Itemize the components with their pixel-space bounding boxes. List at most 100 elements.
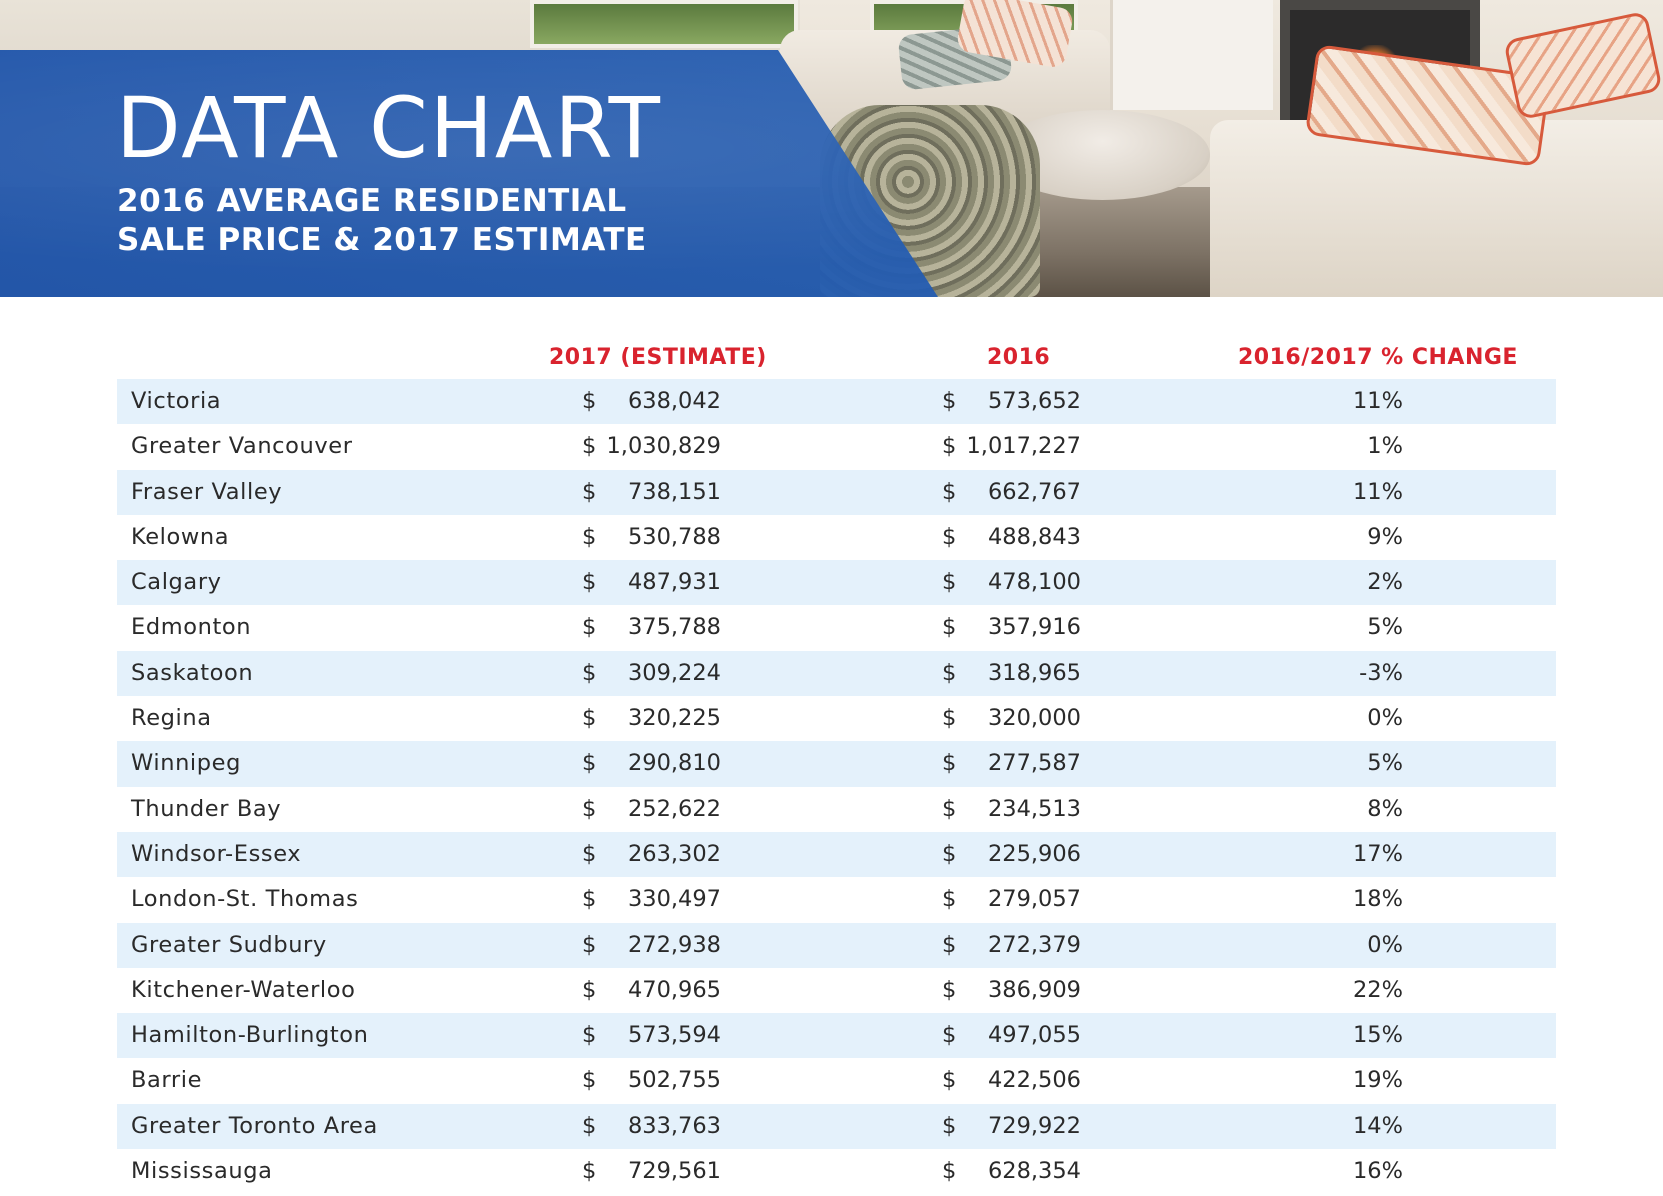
dollar-sign-2017: $ xyxy=(582,614,597,641)
value-2016: 386,909 xyxy=(987,976,1081,1003)
dollar-sign-2016: $ xyxy=(942,976,957,1003)
page-title: DATA CHART xyxy=(116,79,662,177)
value-2017-estimate: 470,965 xyxy=(627,976,721,1003)
dollar-sign-2017: $ xyxy=(582,523,597,550)
dollar-sign-2017: $ xyxy=(582,569,597,596)
city-cell: Victoria xyxy=(131,388,222,414)
percent-change: 0% xyxy=(1367,931,1403,958)
table-row: Mississauga $729,561 $628,354 16% xyxy=(117,1149,1556,1194)
value-2016: 277,587 xyxy=(987,750,1081,777)
dollar-sign-2017: $ xyxy=(582,1067,597,1094)
city-cell: Winnipeg xyxy=(131,750,241,777)
header-banner: DATA CHART 2016 AVERAGE RESIDENTIAL SALE… xyxy=(0,0,1663,297)
dollar-sign-2017: $ xyxy=(582,750,597,777)
value-2017-estimate: 263,302 xyxy=(627,840,721,867)
percent-change: 15% xyxy=(1352,1022,1403,1049)
city-cell: Calgary xyxy=(131,569,222,596)
table-row: Windsor-Essex $263,302 $225,906 17% xyxy=(117,831,1556,878)
table-body: Victoria $638,042 $573,652 11% Greater Vanco… xyxy=(117,379,1556,1194)
page-subtitle: 2016 AVERAGE RESIDENTIAL SALE PRICE & 20… xyxy=(117,182,647,260)
value-2017-estimate: 833,763 xyxy=(627,1112,721,1139)
dollar-sign-2016: $ xyxy=(942,659,957,686)
value-2016: 279,057 xyxy=(987,886,1081,913)
value-2016: 662,767 xyxy=(987,478,1081,505)
value-2016: 225,906 xyxy=(987,840,1081,867)
value-2017-estimate: 272,938 xyxy=(627,931,721,958)
dollar-sign-2016: $ xyxy=(942,478,957,505)
table-row: Kelowna $530,788 $488,843 9% xyxy=(117,515,1556,560)
price-table: 2017 (ESTIMATE) 2016 2016/2017 % CHANGE … xyxy=(117,336,1556,1194)
table-row: Barrie $502,755 $422,506 19% xyxy=(117,1058,1556,1103)
dollar-sign-2016: $ xyxy=(942,931,957,958)
table-row: Victoria $638,042 $573,652 11% xyxy=(117,379,1556,425)
dollar-sign-2016: $ xyxy=(942,1022,957,1049)
dollar-sign-2016: $ xyxy=(942,388,957,414)
dollar-sign-2017: $ xyxy=(582,659,597,686)
subtitle-line-1: 2016 AVERAGE RESIDENTIAL xyxy=(117,183,627,219)
value-2017-estimate: 502,755 xyxy=(627,1067,721,1094)
table-row: Greater Sudbury $272,938 $272,379 0% xyxy=(117,922,1556,968)
dollar-sign-2016: $ xyxy=(942,795,957,822)
table-row: Fraser Valley $738,151 $662,767 11% xyxy=(117,469,1556,515)
value-2016: 478,100 xyxy=(987,569,1081,596)
table-header: 2017 (ESTIMATE) 2016 2016/2017 % CHANGE xyxy=(117,336,1556,379)
dollar-sign-2017: $ xyxy=(582,931,597,958)
value-2016: 729,922 xyxy=(987,1112,1081,1139)
dollar-sign-2016: $ xyxy=(942,523,957,550)
value-2017-estimate: 638,042 xyxy=(627,388,721,414)
city-cell: Windsor-Essex xyxy=(131,840,302,867)
value-2016: 628,354 xyxy=(987,1158,1081,1185)
dollar-sign-2017: $ xyxy=(582,478,597,505)
table-row: Edmonton $375,788 $357,916 5% xyxy=(117,605,1556,650)
table-row: Greater Toronto Area $833,763 $729,922 14% xyxy=(117,1103,1556,1150)
dollar-sign-2017: $ xyxy=(582,1022,597,1049)
percent-change: 19% xyxy=(1352,1067,1403,1094)
value-2017-estimate: 530,788 xyxy=(627,523,721,550)
subtitle-line-2: SALE PRICE & 2017 ESTIMATE xyxy=(117,222,647,258)
table-row: Winnipeg $290,810 $277,587 5% xyxy=(117,741,1556,787)
dollar-sign-2016: $ xyxy=(942,840,957,867)
table-row: Thunder Bay $252,622 $234,513 8% xyxy=(117,787,1556,832)
city-cell: Regina xyxy=(131,705,212,732)
city-cell: Barrie xyxy=(131,1067,203,1094)
percent-change: 11% xyxy=(1352,478,1403,505)
table-row: Regina $320,225 $320,000 0% xyxy=(117,696,1556,741)
dollar-sign-2016: $ xyxy=(942,705,957,732)
value-2016: 234,513 xyxy=(987,795,1081,822)
city-cell: Saskatoon xyxy=(131,659,254,686)
percent-change: 1% xyxy=(1367,433,1403,460)
city-cell: Greater Toronto Area xyxy=(131,1112,378,1139)
dollar-sign-2017: $ xyxy=(582,1112,597,1139)
dollar-sign-2017: $ xyxy=(582,976,597,1003)
dollar-sign-2016: $ xyxy=(942,433,957,460)
table-row: Calgary $487,931 $478,100 2% xyxy=(117,560,1556,606)
dollar-sign-2016: $ xyxy=(942,569,957,596)
value-2016: 1,017,227 xyxy=(966,433,1081,460)
dollar-sign-2016: $ xyxy=(942,1158,957,1185)
value-2017-estimate: 252,622 xyxy=(627,795,721,822)
value-2016: 272,379 xyxy=(987,931,1081,958)
table-row: Greater Vancouver $1,030,829 $1,017,227 1% xyxy=(117,424,1556,469)
value-2016: 573,652 xyxy=(987,388,1081,414)
city-cell: Greater Vancouver xyxy=(131,433,353,460)
percent-change: 11% xyxy=(1352,388,1403,414)
city-cell: London-St. Thomas xyxy=(131,886,359,913)
column-header-2017-estimate: 2017 (ESTIMATE) xyxy=(549,345,767,370)
value-2016: 422,506 xyxy=(987,1067,1081,1094)
percent-change: -3% xyxy=(1359,659,1403,686)
dollar-sign-2016: $ xyxy=(942,1112,957,1139)
table-row: Hamilton-Burlington $573,594 $497,055 15% xyxy=(117,1013,1556,1059)
percent-change: 9% xyxy=(1367,523,1403,550)
dollar-sign-2017: $ xyxy=(582,840,597,867)
value-2017-estimate: 738,151 xyxy=(627,478,721,505)
value-2017-estimate: 1,030,829 xyxy=(606,433,721,460)
city-cell: Thunder Bay xyxy=(131,795,282,822)
table-row: Saskatoon $309,224 $318,965 -3% xyxy=(117,650,1556,697)
value-2016: 488,843 xyxy=(987,523,1081,550)
table-row: London-St. Thomas $330,497 $279,057 18% xyxy=(117,877,1556,922)
dollar-sign-2016: $ xyxy=(942,750,957,777)
percent-change: 5% xyxy=(1367,614,1403,641)
percent-change: 14% xyxy=(1352,1112,1403,1139)
dollar-sign-2016: $ xyxy=(942,614,957,641)
value-2017-estimate: 290,810 xyxy=(627,750,721,777)
